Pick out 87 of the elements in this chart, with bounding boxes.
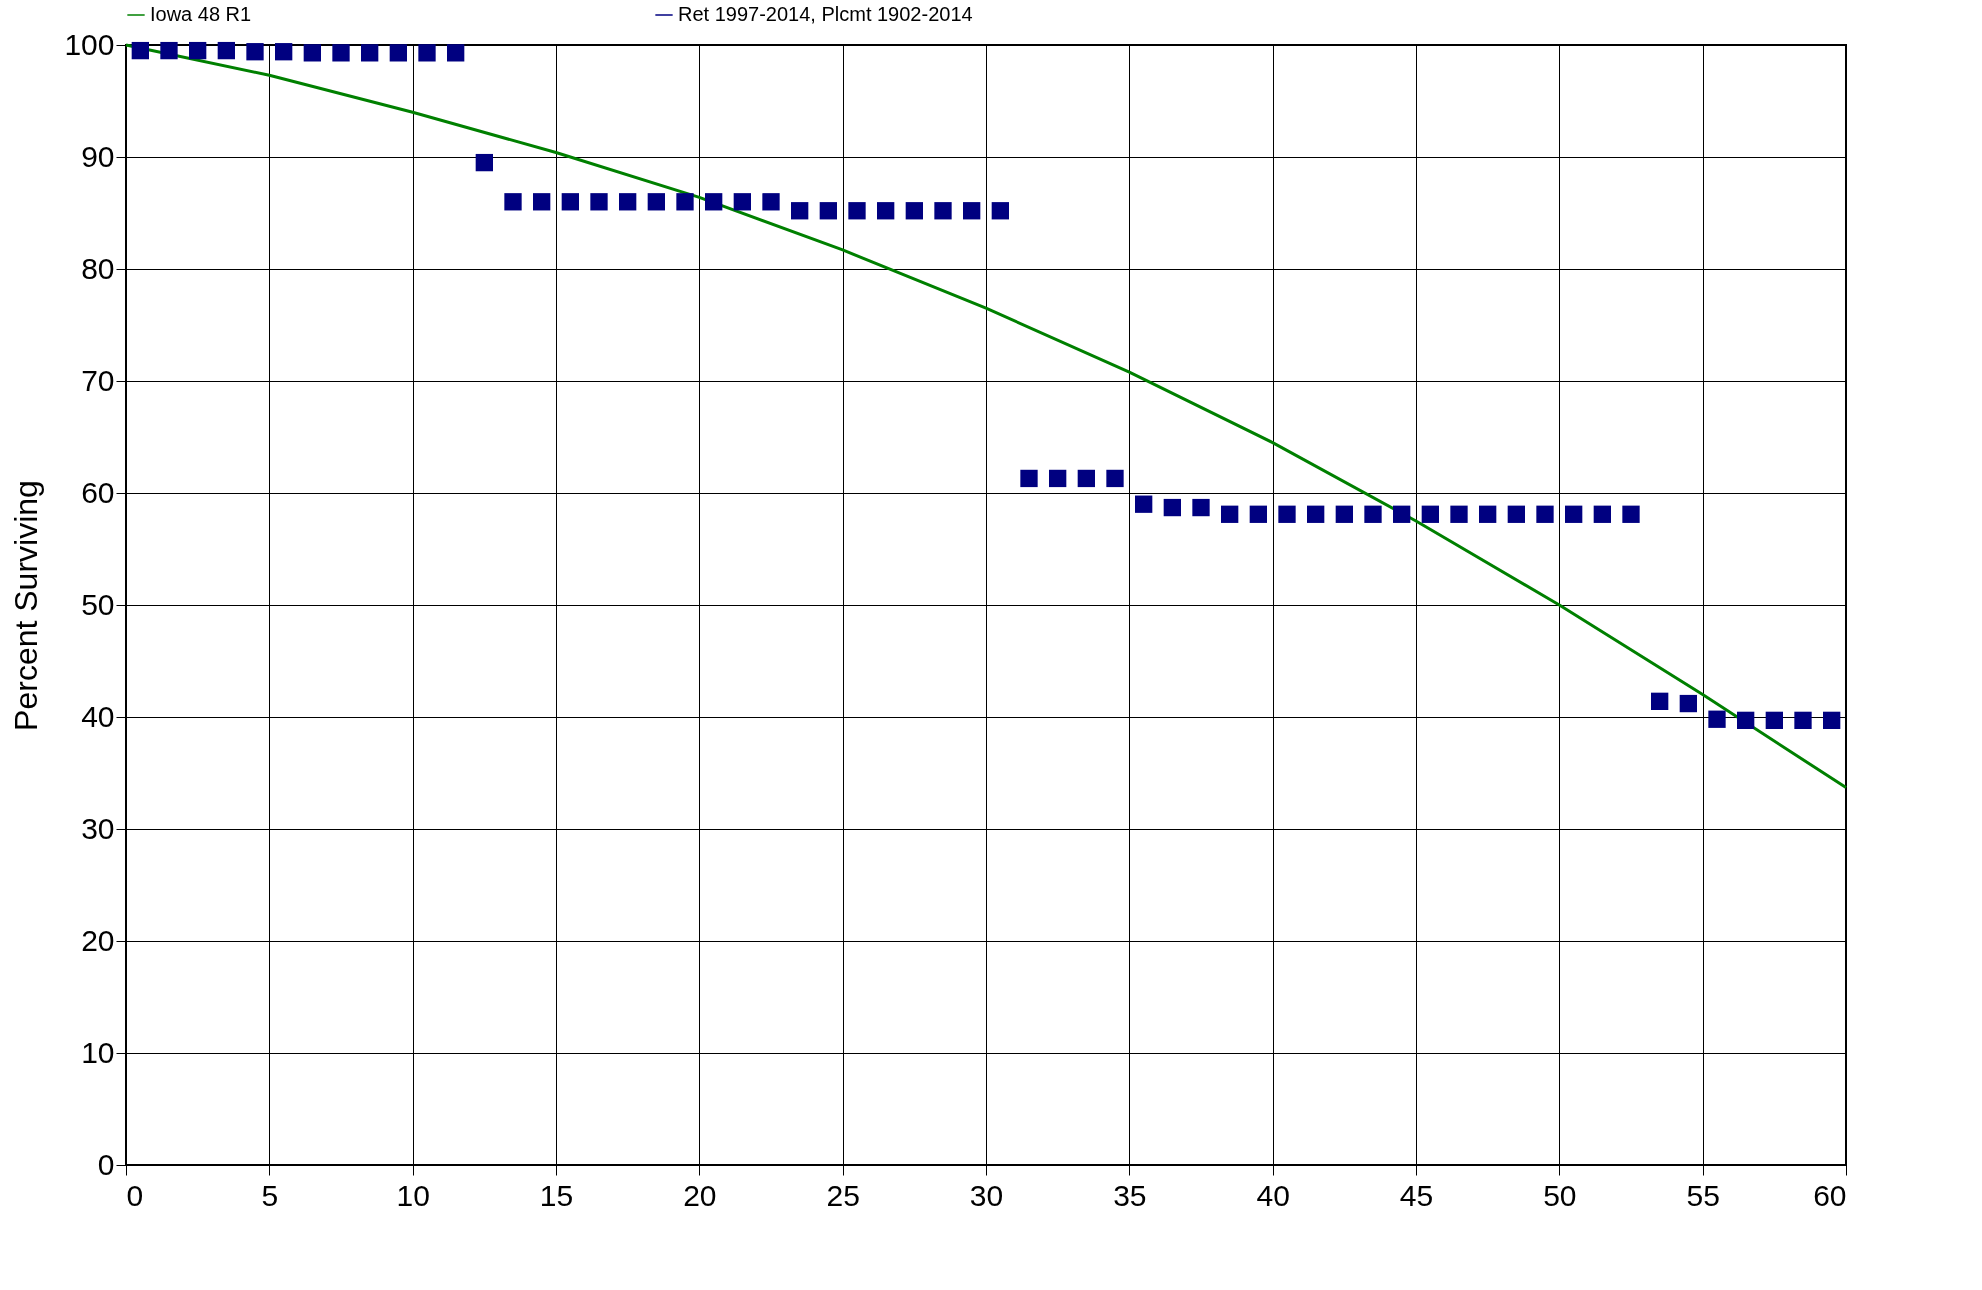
point — [418, 44, 436, 62]
point — [1278, 505, 1296, 523]
point — [848, 202, 866, 220]
point — [1421, 505, 1439, 523]
y-tick-label: 80 — [81, 251, 115, 285]
point — [676, 193, 694, 211]
point — [1450, 505, 1468, 523]
x-tick-label: 45 — [1399, 1178, 1434, 1212]
point — [1163, 498, 1181, 517]
y-tick-label: 20 — [81, 923, 115, 957]
y-tick-label: 50 — [81, 587, 115, 621]
point — [1049, 469, 1067, 488]
point — [1249, 505, 1267, 523]
point — [389, 44, 407, 62]
y-tick-label: 90 — [81, 139, 115, 173]
point — [791, 202, 809, 220]
point — [1135, 495, 1153, 513]
x-tick-label: 30 — [969, 1178, 1004, 1212]
point — [1479, 505, 1497, 523]
y-tick-label: 40 — [81, 699, 115, 733]
point — [1393, 505, 1411, 523]
point — [877, 202, 895, 220]
point — [1679, 694, 1697, 713]
x-tick-label: 20 — [683, 1178, 717, 1212]
point — [1507, 505, 1525, 523]
point — [1622, 505, 1640, 523]
point — [475, 153, 493, 172]
point — [819, 202, 837, 220]
x-tick-label: 5 — [261, 1178, 279, 1212]
point — [1536, 505, 1554, 523]
point — [504, 193, 522, 211]
legend-label: Ret 1997-2014, Plcmt 1902-2014 — [678, 3, 973, 25]
point — [1192, 498, 1210, 517]
point — [1565, 505, 1583, 523]
legend-label: Iowa 48 R1 — [150, 3, 252, 25]
point — [1077, 469, 1095, 488]
point — [991, 202, 1009, 220]
point — [533, 193, 551, 211]
x-tick-label: 0 — [126, 1178, 144, 1212]
point — [733, 193, 751, 211]
point — [131, 41, 149, 60]
y-tick-label: 10 — [81, 1035, 115, 1069]
y-tick-label: 0 — [97, 1147, 115, 1181]
point — [447, 44, 465, 62]
x-tick-label: 60 — [1813, 1178, 1847, 1212]
point — [619, 193, 637, 211]
x-tick-label: 10 — [396, 1178, 430, 1212]
x-tick-label: 40 — [1256, 1178, 1290, 1212]
point — [561, 193, 579, 211]
point — [1106, 469, 1124, 488]
point — [963, 202, 981, 220]
point — [1020, 469, 1038, 488]
point — [1737, 711, 1755, 730]
x-tick-label: 35 — [1113, 1178, 1147, 1212]
point — [303, 44, 321, 62]
point — [217, 41, 235, 60]
point — [332, 44, 350, 62]
point — [189, 41, 207, 60]
point — [934, 202, 952, 220]
y-tick-label: 70 — [81, 363, 115, 397]
x-tick-label: 55 — [1686, 1178, 1720, 1212]
point — [275, 43, 293, 61]
y-tick-label: 60 — [81, 475, 115, 509]
point — [1794, 711, 1812, 730]
point — [905, 202, 923, 220]
y-axis-title: Percent Surviving — [8, 480, 45, 731]
x-tick-label: 25 — [826, 1178, 860, 1212]
y-tick-label: 100 — [64, 27, 115, 61]
point — [1823, 711, 1841, 730]
point — [361, 44, 379, 62]
point — [1307, 505, 1325, 523]
point — [647, 193, 665, 211]
x-tick-label: 15 — [539, 1178, 574, 1212]
point — [762, 193, 780, 211]
point — [1593, 505, 1611, 523]
point — [1364, 505, 1382, 523]
point — [1765, 711, 1783, 730]
point — [1651, 692, 1669, 710]
x-tick-label: 50 — [1543, 1178, 1577, 1212]
point — [1221, 505, 1239, 523]
point — [160, 41, 178, 60]
point — [246, 43, 264, 61]
point — [1335, 505, 1353, 523]
point — [705, 193, 723, 211]
point — [1708, 710, 1726, 728]
y-tick-label: 30 — [81, 811, 115, 845]
point — [590, 193, 608, 211]
